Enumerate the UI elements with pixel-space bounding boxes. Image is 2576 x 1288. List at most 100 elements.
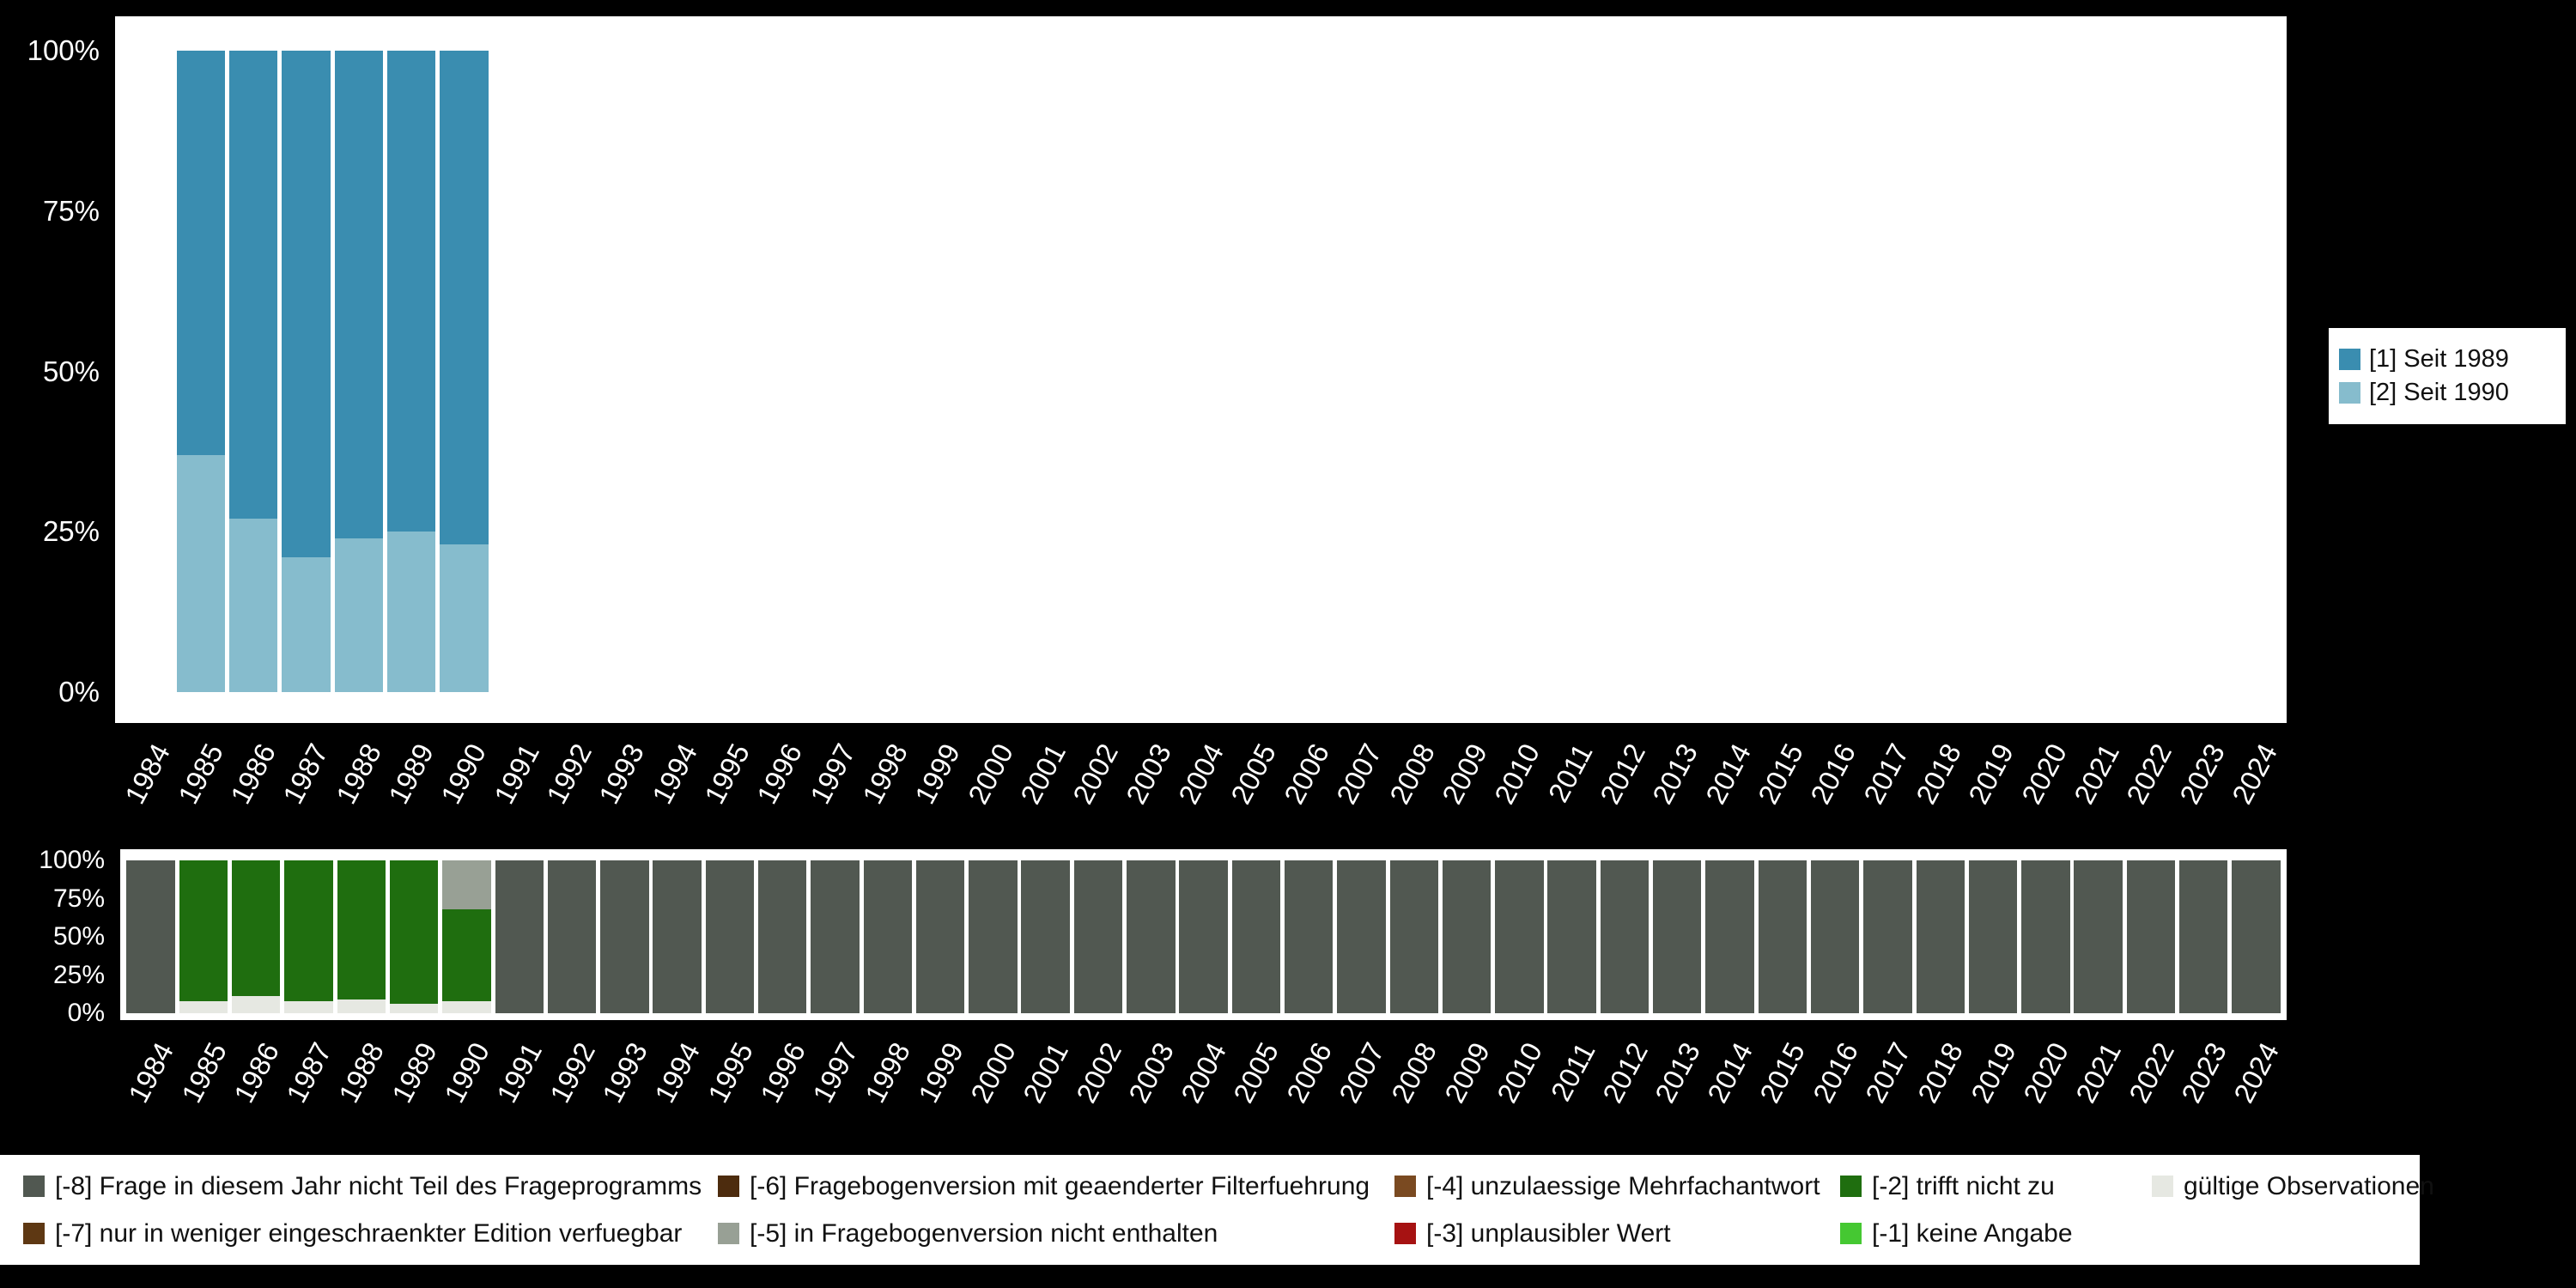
- x-tick-label: 1996: [753, 1037, 811, 1109]
- x-tick: 1996: [753, 1032, 811, 1145]
- bar-segment: [179, 1000, 228, 1013]
- x-tick-label: 2013: [1648, 1037, 1706, 1109]
- y-tick-label: 50%: [52, 922, 105, 951]
- stacked-bar-2023: [2177, 51, 2225, 692]
- bar-segment: [1547, 860, 1596, 1013]
- bar-slot-2003: [1125, 860, 1177, 1013]
- bar-segment: [1021, 860, 1070, 1013]
- x-tick: 2018: [1911, 1032, 1969, 1145]
- legend-column-2: [-6] Fragebogenversion mit geaenderter F…: [718, 1165, 1370, 1255]
- bar-segment: [2179, 860, 2228, 1013]
- legend-color-swatch-icon: [2152, 1176, 2173, 1197]
- x-tick-label: 2008: [1382, 738, 1441, 810]
- x-tick-label: 2020: [2016, 1037, 2075, 1109]
- x-tick: 2001: [1017, 1032, 1074, 1145]
- x-tick: 2007: [1333, 1032, 1390, 1145]
- stacked-bar-2005: [1230, 51, 1278, 692]
- x-tick: 1992: [540, 733, 598, 847]
- stacked-bar-2014: [1703, 51, 1751, 692]
- x-tick: 2011: [1544, 1032, 1601, 1145]
- bar-segment: [232, 996, 281, 1013]
- stacked-bar-1988: [334, 51, 384, 692]
- x-tick: 1995: [698, 733, 756, 847]
- stacked-bar-2011: [1545, 51, 1593, 692]
- y-tick-label: 100%: [27, 34, 100, 66]
- x-tick: 2017: [1859, 1032, 1917, 1145]
- bar-segment: [440, 51, 489, 545]
- x-tick-label: 2020: [2014, 738, 2073, 810]
- bar-segment: [176, 454, 226, 692]
- bar-slot-1990: [440, 860, 493, 1013]
- x-tick-label: 1986: [223, 738, 283, 810]
- x-tick: 2014: [1699, 733, 1757, 847]
- x-tick-label: 2013: [1646, 738, 1704, 810]
- stacked-bar-1995: [705, 860, 755, 1013]
- x-tick: 2005: [1227, 1032, 1285, 1145]
- x-tick-label: 2021: [2069, 1037, 2128, 1109]
- bar-segment: [2074, 860, 2123, 1013]
- x-tick-label: 2023: [2172, 738, 2231, 810]
- bar-slot-2003: [1122, 51, 1175, 692]
- x-tick-label: 1995: [701, 1037, 759, 1109]
- bar-slot-2018: [1914, 860, 1966, 1013]
- x-tick: 1998: [856, 733, 914, 847]
- x-tick: 1984: [118, 733, 176, 847]
- x-tick: 2023: [2174, 1032, 2233, 1145]
- x-tick: 1987: [276, 733, 334, 847]
- bar-slot-1988: [335, 860, 387, 1013]
- stacked-bar-2013: [1653, 860, 1702, 1013]
- x-tick-label: 1987: [276, 738, 335, 810]
- x-tick: 2004: [1175, 1032, 1232, 1145]
- x-tick: 1994: [648, 1032, 706, 1145]
- lower-chart-x-axis: 1984 1985 1986 1987 1988 1989 1990 1991 1992 1993…: [122, 1032, 2285, 1145]
- legend-color-swatch-icon: [1394, 1223, 1416, 1244]
- stacked-bar-2004: [1179, 860, 1228, 1013]
- bar-slot-1988: [332, 51, 385, 692]
- stacked-bar-2013: [1650, 51, 1698, 692]
- legend-item-label: [-8] Frage in diesem Jahr nicht Teil des…: [55, 1171, 702, 1200]
- x-tick-label: 1994: [645, 738, 703, 810]
- bar-segment: [1389, 860, 1438, 1013]
- stacked-bar-1995: [703, 51, 751, 692]
- bar-slot-2020: [2017, 51, 2069, 692]
- stacked-bar-2007: [1337, 860, 1386, 1013]
- x-tick-label: 2002: [1069, 1037, 1127, 1109]
- bar-segment: [653, 860, 702, 1013]
- bar-slot-1998: [859, 51, 911, 692]
- x-tick: 2019: [1965, 1032, 2022, 1145]
- stacked-bar-2018: [1914, 51, 1962, 692]
- x-tick-label: 2023: [2174, 1037, 2233, 1109]
- legend-item-label: [-1] keine Angabe: [1872, 1218, 2073, 1248]
- bar-segment: [2021, 860, 2070, 1013]
- y-tick-label: 75%: [42, 194, 100, 227]
- x-tick: 1985: [174, 1032, 232, 1145]
- bar-segment: [442, 908, 491, 1001]
- bar-segment: [284, 1000, 333, 1013]
- x-tick: 2021: [2069, 1032, 2127, 1145]
- series-legend: [1] Seit 1989 [2] Seit 1990: [2329, 328, 2566, 424]
- bar-segment: [442, 860, 491, 909]
- stacked-bar-1994: [653, 860, 702, 1013]
- bar-slot-2016: [1809, 860, 1862, 1013]
- stacked-bar-2000: [969, 860, 1018, 1013]
- legend-column-5: gültige Observationen: [2152, 1165, 2434, 1207]
- legend-color-swatch-icon: [2339, 349, 2360, 370]
- lower-chart-bars: [125, 860, 2282, 1013]
- x-tick-label: 1987: [280, 1037, 338, 1109]
- x-tick: 2016: [1807, 1032, 1864, 1145]
- bar-slot-1989: [385, 51, 437, 692]
- x-tick-label: 1989: [385, 1037, 443, 1109]
- bar-slot-2024: [2230, 860, 2282, 1013]
- bar-segment: [1442, 860, 1492, 1013]
- x-tick: 2024: [2226, 733, 2283, 847]
- stacked-bar-2024: [2232, 860, 2281, 1013]
- stacked-bar-2003: [1127, 860, 1176, 1013]
- x-tick: 2004: [1172, 733, 1230, 847]
- x-tick-label: 1985: [171, 738, 229, 810]
- x-tick: 2018: [1910, 733, 1967, 847]
- x-tick-label: 1992: [543, 1037, 601, 1109]
- x-tick-label: 2014: [1698, 738, 1757, 810]
- stacked-bar-2005: [1231, 860, 1281, 1013]
- bar-segment: [2126, 860, 2176, 1013]
- x-tick-label: 2010: [1488, 738, 1546, 810]
